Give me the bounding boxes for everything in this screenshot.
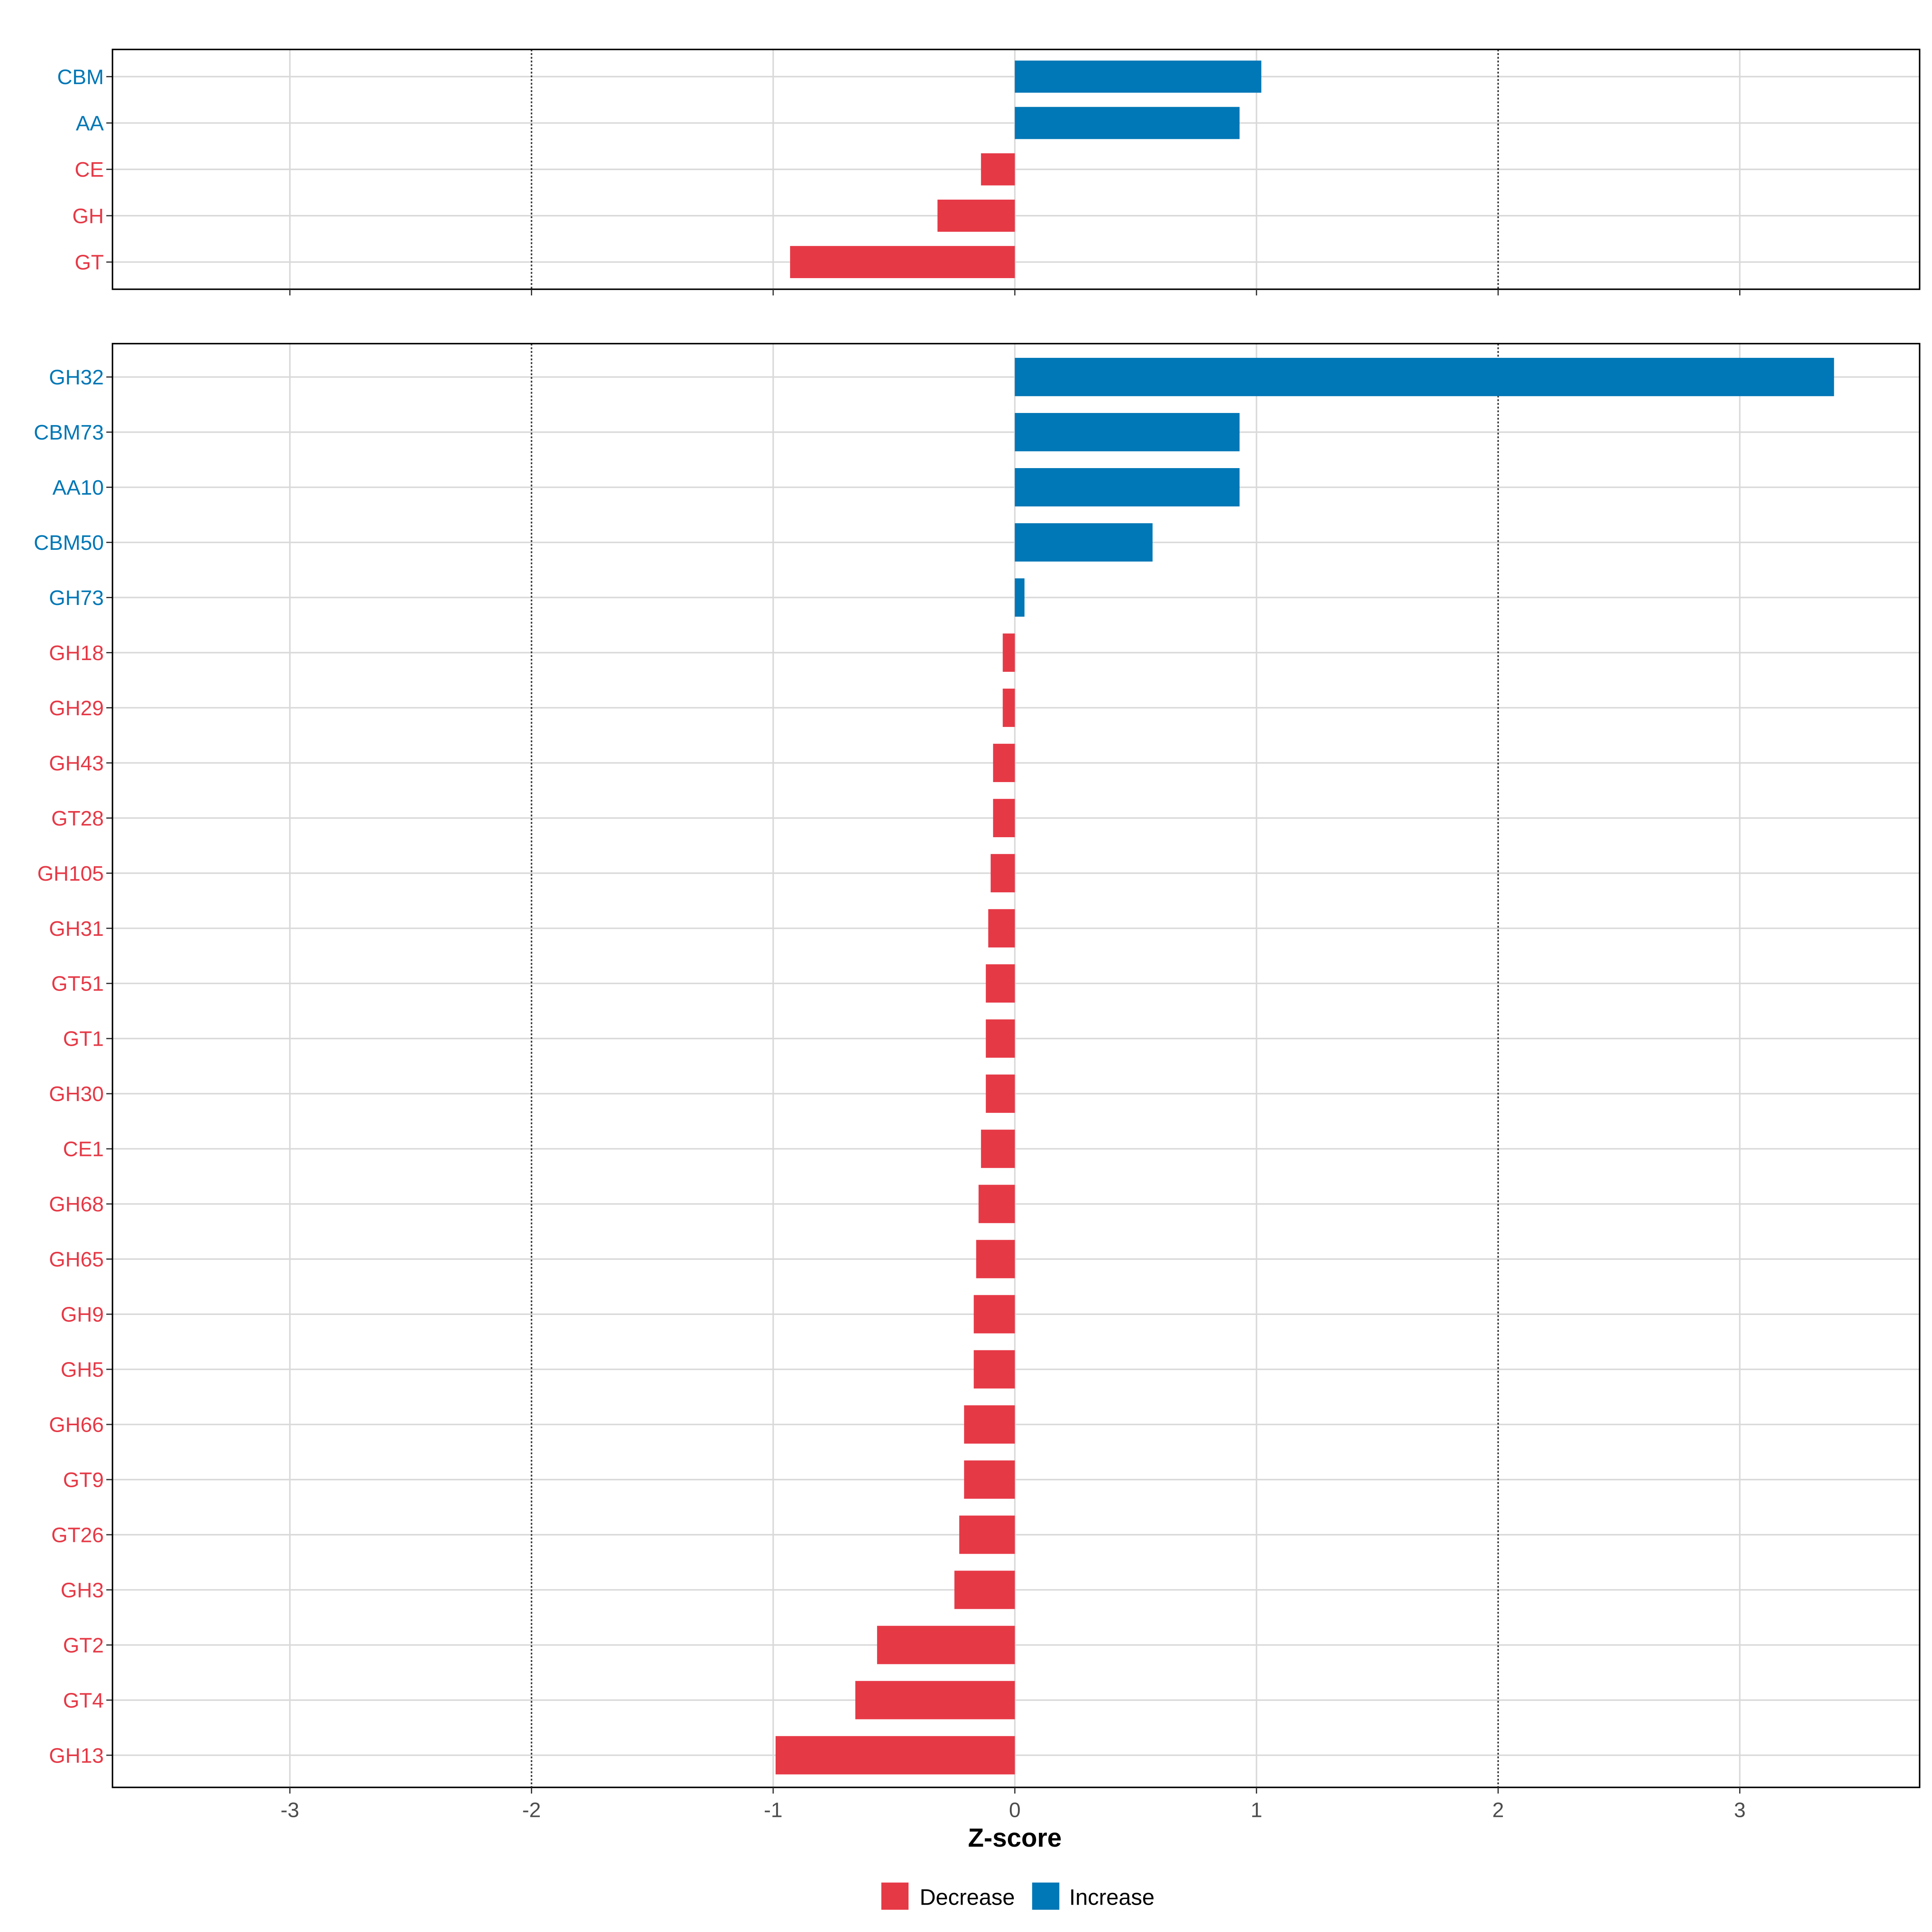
bar-gh30 xyxy=(986,1074,1015,1113)
category-label-gt4: GT4 xyxy=(63,1689,104,1712)
bar-gt28 xyxy=(993,799,1015,837)
category-label-gt9: GT9 xyxy=(63,1468,104,1492)
category-label-gh68: GH68 xyxy=(49,1193,104,1216)
bar-gt51 xyxy=(986,964,1015,1003)
category-label-cbm: CBM xyxy=(57,66,104,89)
x-axis: -3 -2 -1 0 1 2 3 xyxy=(281,1798,1746,1822)
bar-cbm xyxy=(1015,60,1261,93)
bar-ce xyxy=(981,153,1015,186)
category-label-gh5: GH5 xyxy=(61,1358,104,1381)
bar-cbm73 xyxy=(1015,413,1240,452)
legend-label-decrease: Decrease xyxy=(920,1885,1015,1909)
category-label-gt51: GT51 xyxy=(51,972,104,996)
legend: Decrease Increase xyxy=(881,1882,1154,1910)
x-tick-label: 3 xyxy=(1734,1798,1746,1822)
category-label-aa10: AA10 xyxy=(52,476,104,500)
category-label-gh43: GH43 xyxy=(49,752,104,775)
bar-gh9 xyxy=(974,1295,1015,1333)
x-tick-label: -1 xyxy=(764,1798,782,1822)
category-label-gh30: GH30 xyxy=(49,1083,104,1106)
bar-gh3 xyxy=(954,1571,1015,1609)
category-label-gh: GH xyxy=(72,204,104,228)
category-label-gh105: GH105 xyxy=(37,862,104,886)
bar-gt1 xyxy=(986,1019,1015,1058)
category-label-gh29: GH29 xyxy=(49,697,104,720)
bar-gh105 xyxy=(991,854,1015,892)
bar-gt26 xyxy=(959,1515,1015,1554)
legend-swatch-decrease xyxy=(881,1882,909,1910)
category-label-gt1: GT1 xyxy=(63,1028,104,1051)
bar-gh13 xyxy=(775,1736,1015,1775)
category-label-gh9: GH9 xyxy=(61,1303,104,1327)
category-label-cbm50: CBM50 xyxy=(34,531,104,555)
bar-gh29 xyxy=(1003,688,1015,727)
x-tick-label: -2 xyxy=(522,1798,541,1822)
category-label-ce: CE xyxy=(74,158,104,182)
bar-gh32 xyxy=(1015,358,1834,396)
bar-gt2 xyxy=(877,1626,1015,1664)
category-label-gh32: GH32 xyxy=(49,366,104,389)
category-label-ce1: CE1 xyxy=(63,1138,104,1161)
bar-gh65 xyxy=(976,1240,1015,1278)
bar-gt xyxy=(790,246,1015,278)
bottom-panel: GH32 CBM73 AA10 CBM50 GH73 GH18 GH29 GH43 GT28 GH… xyxy=(34,343,1921,1794)
bar-gh18 xyxy=(1003,633,1015,672)
bar-gh73 xyxy=(1015,578,1025,617)
category-label-gt2: GT2 xyxy=(63,1634,104,1657)
bar-gh68 xyxy=(978,1185,1015,1223)
bar-ce1 xyxy=(981,1129,1015,1168)
bar-gh31 xyxy=(988,909,1015,947)
bar-aa10 xyxy=(1015,468,1240,507)
legend-swatch-increase xyxy=(1032,1882,1059,1910)
bar-gt4 xyxy=(855,1681,1015,1719)
category-label-gh65: GH65 xyxy=(49,1248,104,1271)
category-label-gt26: GT26 xyxy=(51,1523,104,1547)
bar-gh43 xyxy=(993,743,1015,782)
category-label-gh73: GH73 xyxy=(49,586,104,610)
x-tick-label: 0 xyxy=(1009,1798,1021,1822)
x-tick-label: 2 xyxy=(1492,1798,1504,1822)
x-tick-label: -3 xyxy=(281,1798,299,1822)
category-label-gt28: GT28 xyxy=(51,807,104,830)
top-panel: CBM AA CE GH GT xyxy=(57,48,1921,295)
category-label-gh66: GH66 xyxy=(49,1413,104,1437)
bar-gt9 xyxy=(964,1460,1015,1499)
category-label-gh31: GH31 xyxy=(49,917,104,941)
bar-gh xyxy=(937,199,1015,232)
category-label-aa: AA xyxy=(76,112,104,135)
bar-gh5 xyxy=(974,1350,1015,1389)
x-axis-label: Z-score xyxy=(968,1823,1062,1852)
legend-label-increase: Increase xyxy=(1069,1885,1154,1909)
category-label-gh18: GH18 xyxy=(49,642,104,665)
bar-gh66 xyxy=(964,1405,1015,1444)
bar-aa xyxy=(1015,107,1240,139)
panel-border xyxy=(111,343,1921,1788)
bar-cbm50 xyxy=(1015,523,1153,562)
category-label-gt: GT xyxy=(74,251,103,274)
category-label-cbm73: CBM73 xyxy=(34,421,104,444)
x-tick-label: 1 xyxy=(1251,1798,1262,1822)
category-label-gh13: GH13 xyxy=(49,1744,104,1767)
panel-border xyxy=(111,48,1921,290)
category-label-gh3: GH3 xyxy=(61,1579,104,1602)
